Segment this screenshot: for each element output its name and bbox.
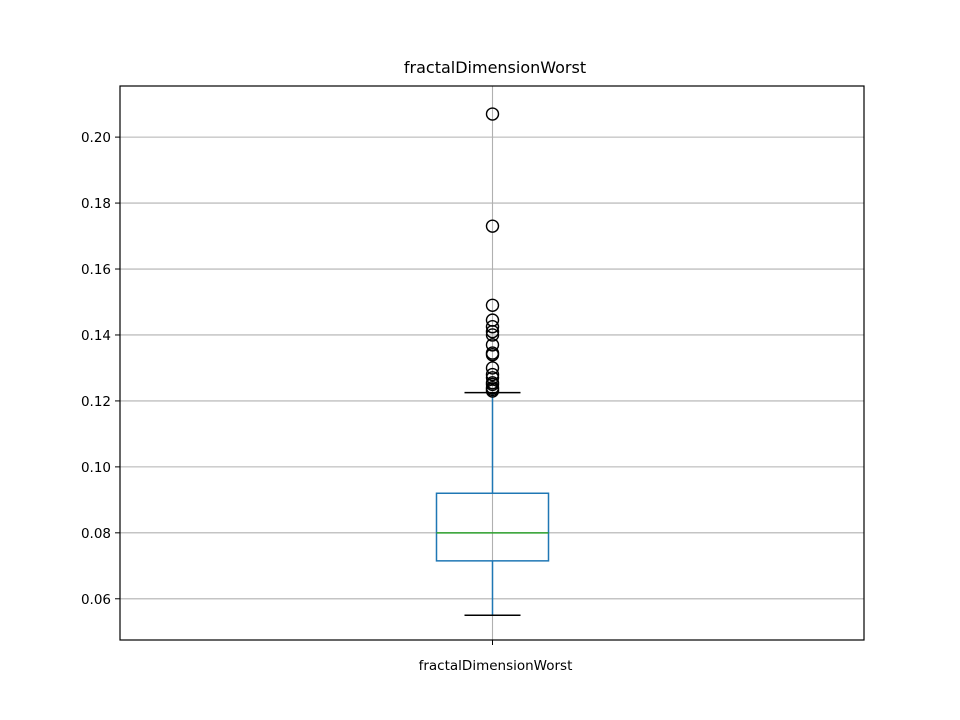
y-tick-label: 0.06: [81, 592, 111, 608]
y-tick-label: 0.16: [81, 262, 111, 278]
y-tick-label: 0.10: [81, 460, 111, 476]
x-tick-label: fractalDimensionWorst: [419, 658, 573, 674]
y-tick-label: 0.20: [81, 130, 111, 146]
y-tick-label: 0.08: [81, 526, 111, 542]
y-tick-label: 0.14: [81, 328, 111, 344]
outlier-point: [485, 367, 500, 382]
axis-layer: 0.06 0.08 0.10 0.12 0.14 0.16 0.18 0.20 fractalD…: [81, 130, 572, 674]
chart-title: fractalDimensionWorst: [404, 58, 586, 77]
y-tick-label: 0.18: [81, 196, 111, 212]
outlier-point: [485, 348, 500, 362]
box-layer: [435, 107, 550, 617]
outlier-point: [485, 320, 500, 334]
outlier-point: [485, 324, 500, 339]
outlier-point: [485, 219, 500, 233]
outlier-point: [485, 384, 500, 398]
outlier-point: [485, 107, 500, 121]
iqr-box: [435, 492, 550, 562]
plot-frame: [119, 85, 865, 641]
outlier-point: [485, 361, 500, 375]
grid-layer: [120, 86, 864, 640]
outlier-point: [485, 298, 500, 312]
outlier-point: [485, 328, 500, 342]
outlier-point: [485, 377, 500, 392]
y-tick-label: 0.12: [81, 394, 111, 410]
outlier-point: [485, 338, 500, 352]
